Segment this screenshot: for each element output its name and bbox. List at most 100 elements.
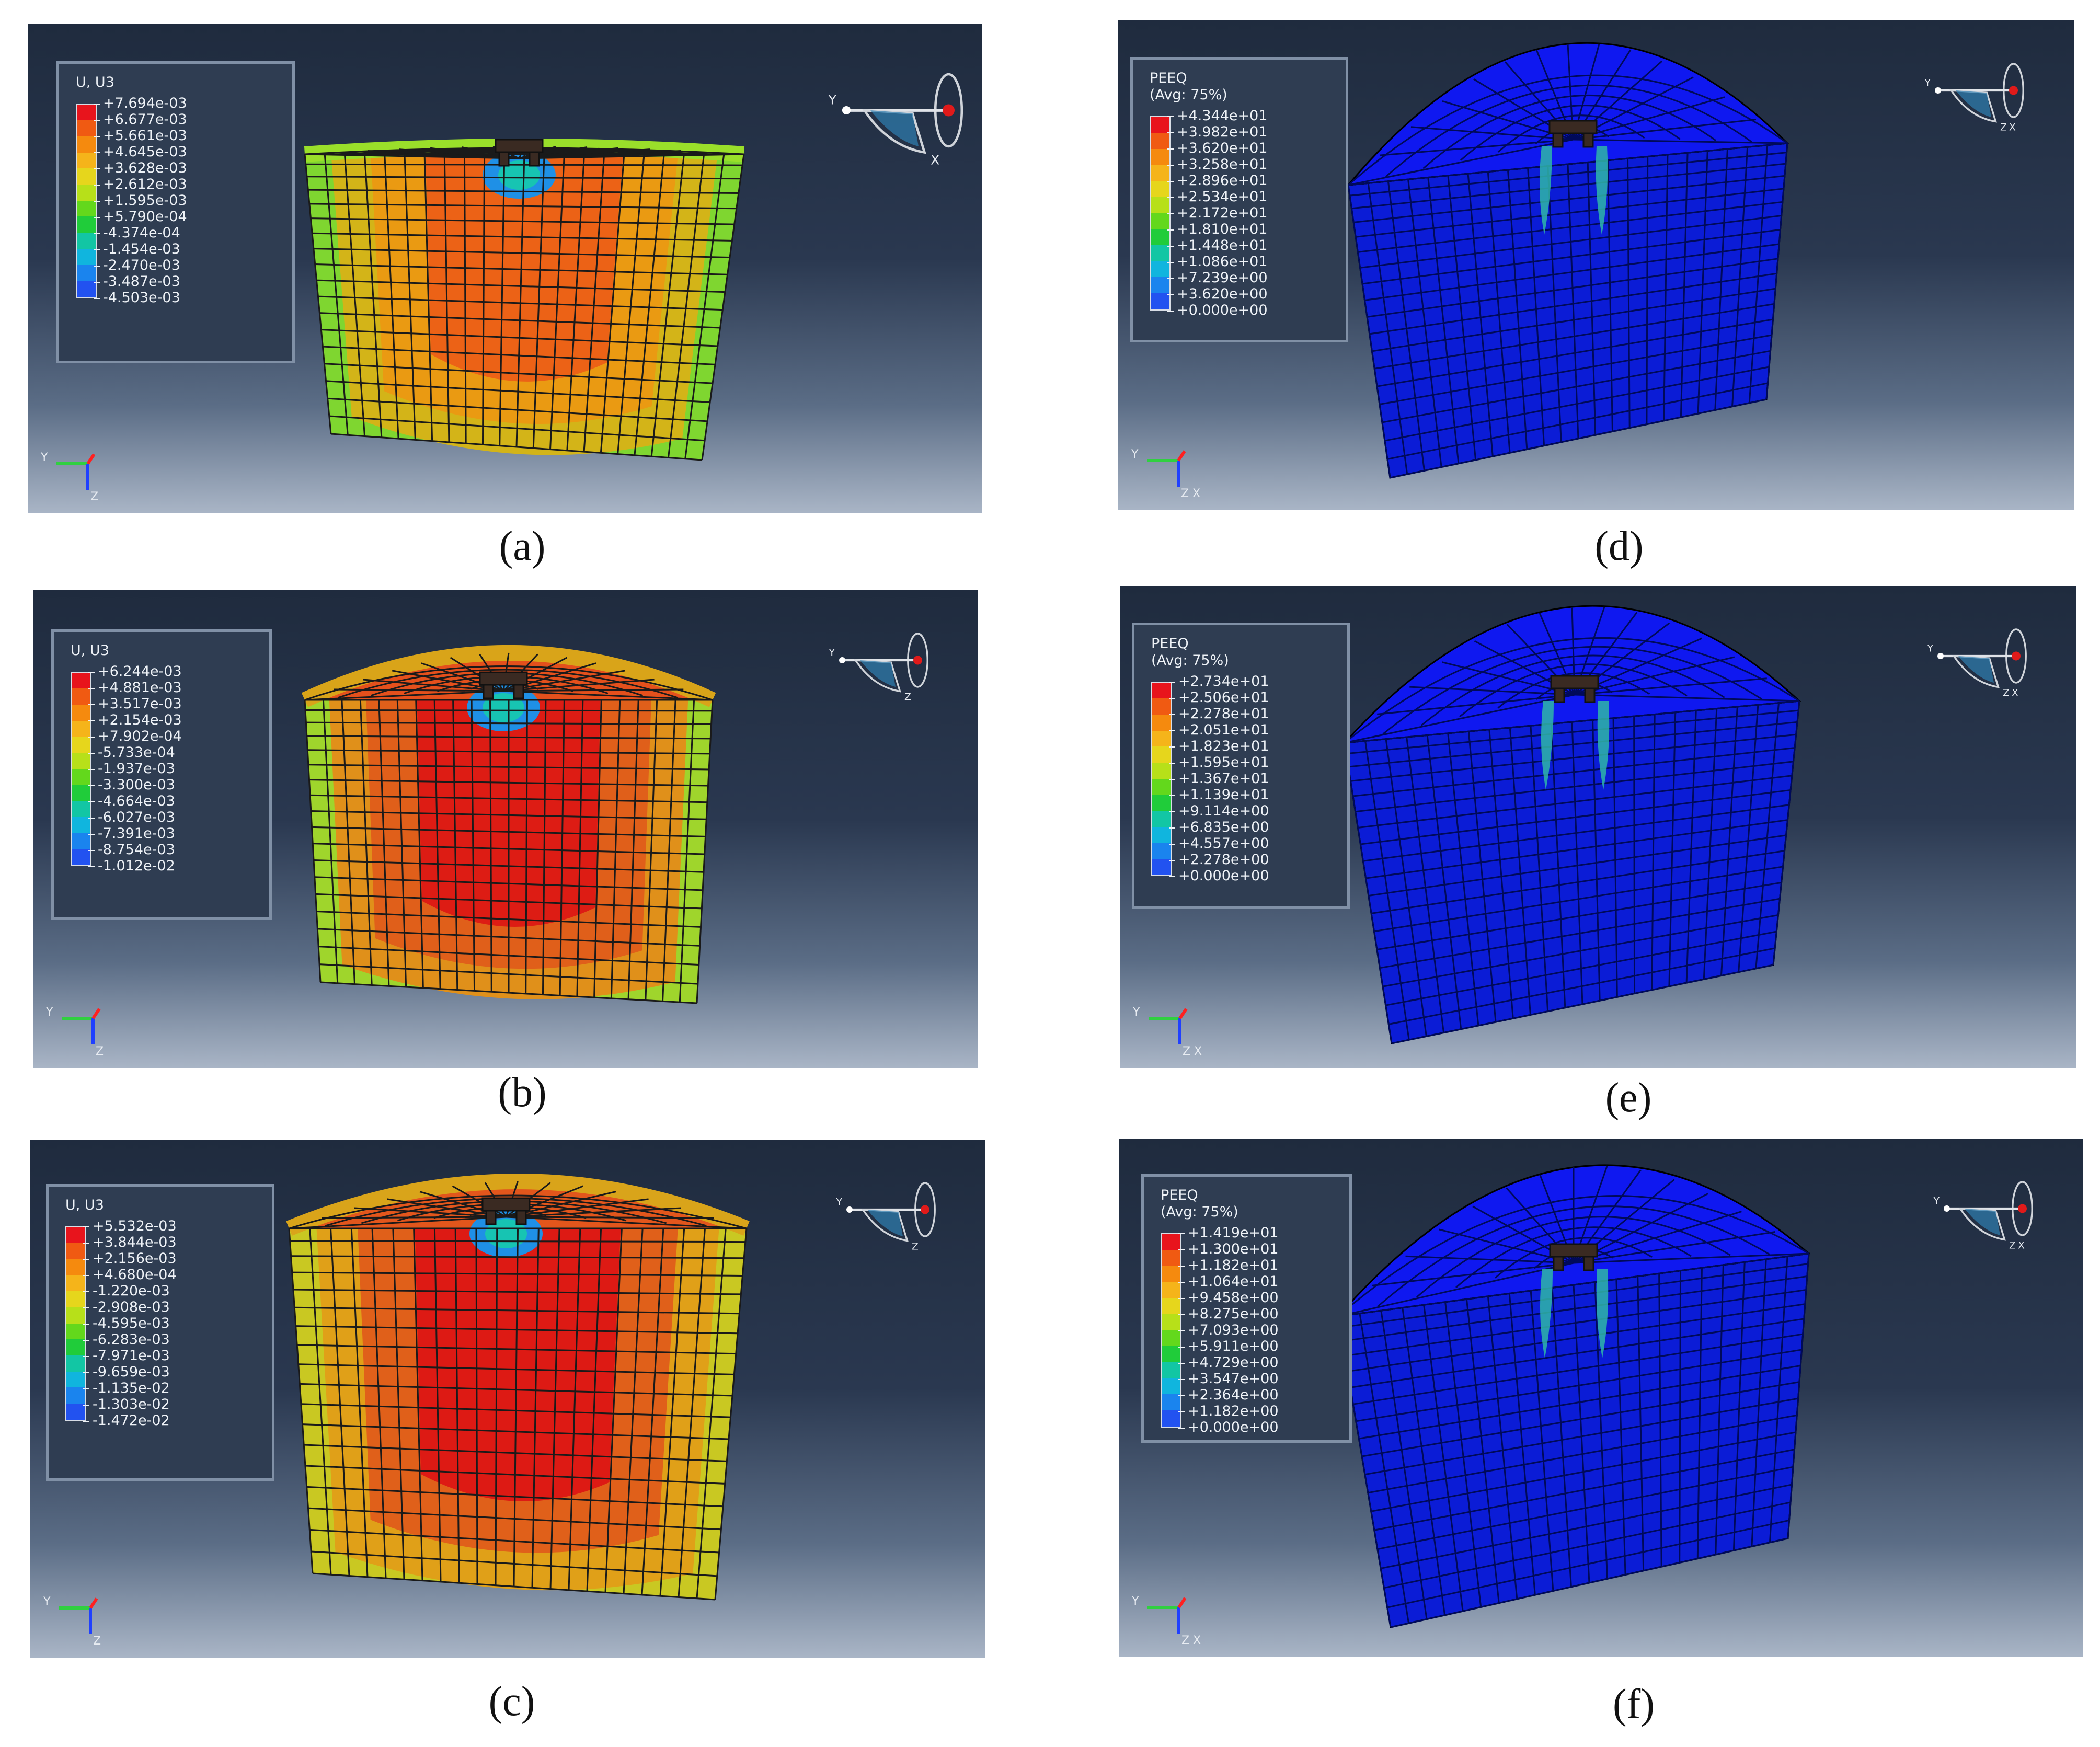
legend-swatch (1162, 1362, 1180, 1378)
plastic-zone (1596, 146, 1608, 235)
legend-swatch (72, 849, 90, 865)
triad-axis-label: Z (90, 490, 98, 503)
legend-swatch (72, 833, 90, 849)
legend-value: +1.086e+01 (1177, 254, 1334, 270)
triad-axis-label: Y (1924, 78, 1931, 89)
legend-swatch (1152, 682, 1171, 699)
view-triad: YZ (836, 1182, 936, 1252)
triad-axis-label: X (1194, 1045, 1202, 1058)
model-view: YZ XYZ X (1132, 605, 2027, 1058)
pile-cap (1550, 675, 1599, 703)
legend-swatch (1152, 730, 1171, 747)
legend-value: +1.595e+01 (1178, 754, 1336, 771)
legend-title: (Avg: 75%) (1161, 1204, 1238, 1220)
legend-swatch (1151, 133, 1169, 149)
legend: U, U3 +6.244e-03 +4.881e-03 +3.517e-03 +2.15… (51, 629, 272, 920)
legend-value: +7.239e+00 (1177, 270, 1334, 286)
legend-swatch (1162, 1282, 1180, 1298)
legend-swatch (77, 152, 96, 169)
legend-value: -6.283e-03 (93, 1331, 260, 1348)
mesh-lines (1337, 1165, 1810, 1628)
legend-title: U, U3 (65, 1197, 104, 1213)
legend-title: (Avg: 75%) (1151, 652, 1229, 669)
legend-value: +2.612e-03 (103, 176, 281, 192)
legend-value: +1.823e+01 (1178, 738, 1336, 754)
legend-swatch (66, 1387, 85, 1404)
triad-axis-label: Z (96, 1045, 104, 1058)
legend-values: +2.734e+01 +2.506e+01 +2.278e+01 +2.051e+01… (1178, 673, 1336, 884)
legend-value: +1.064e+01 (1188, 1273, 1338, 1290)
legend-swatch (77, 216, 96, 233)
legend-value: +3.620e+01 (1177, 140, 1334, 156)
legend-swatch (77, 248, 96, 265)
legend-value: +4.557e+00 (1178, 835, 1336, 852)
view-triad: YZ (829, 633, 928, 703)
settlement-zone (498, 160, 540, 190)
legend-value: +4.344e+01 (1177, 108, 1334, 124)
legend-swatch (77, 200, 96, 217)
pile-cap (1548, 120, 1598, 148)
legend-swatch (77, 104, 96, 121)
legend-value: +2.156e-03 (93, 1250, 260, 1267)
legend-value: +1.300e+01 (1188, 1241, 1338, 1257)
legend-swatch (1162, 1234, 1180, 1250)
legend-swatch (66, 1227, 85, 1244)
view-triad: YX (828, 73, 963, 168)
legend-swatch (1151, 213, 1169, 229)
mesh-lines (304, 652, 714, 1004)
legend-swatch (77, 265, 96, 281)
legend-swatch (66, 1339, 85, 1355)
legend-color-scale (1161, 1233, 1181, 1428)
pile-cap (481, 1197, 531, 1225)
legend-value: -6.027e-03 (98, 809, 258, 825)
legend: U, U3 +7.694e-03 +6.677e-03 +5.661e-03 +4.64… (56, 61, 295, 363)
legend-swatch (1151, 277, 1169, 294)
caption-f: (f) (1613, 1681, 1655, 1727)
legend-swatch (1151, 261, 1169, 278)
legend-value: -3.300e-03 (98, 777, 258, 793)
mesh-lines (1344, 606, 1800, 1044)
legend-value: -7.391e-03 (98, 825, 258, 842)
mesh-lines (304, 145, 745, 461)
legend-color-scale (71, 671, 91, 866)
legend-value: +2.172e+01 (1177, 205, 1334, 221)
pile-cap (1549, 1243, 1598, 1271)
legend-value: +3.517e-03 (98, 696, 258, 712)
legend: U, U3 +5.532e-03 +3.844e-03 +2.156e-03 +4.68… (46, 1184, 274, 1481)
model-view: YZ XYZ X (1131, 42, 2024, 500)
triad-axis-label: Y (1131, 448, 1139, 461)
legend-value: +8.275e+00 (1188, 1306, 1338, 1322)
legend-swatch (66, 1243, 85, 1259)
legend-value: -1.220e-03 (93, 1283, 260, 1299)
axis-triad: YZ (40, 451, 98, 503)
triad-axis-label: Z (1181, 1634, 1189, 1647)
soil-block (305, 154, 744, 460)
legend-title: (Avg: 75%) (1150, 87, 1227, 103)
legend-value: +9.114e+00 (1178, 803, 1336, 819)
view-triad: Y Z X (1924, 63, 2024, 133)
axis-triad: Y Z X (1132, 1006, 1202, 1058)
legend-swatch (72, 801, 90, 817)
legend-swatch (77, 136, 96, 153)
legend-swatch (66, 1355, 85, 1372)
legend-value: +1.595e-03 (103, 192, 281, 209)
legend-value: -8.754e-03 (98, 842, 258, 858)
legend-value: -2.470e-03 (103, 257, 281, 273)
legend-swatch (1162, 1298, 1180, 1314)
legend-value: +6.835e+00 (1178, 819, 1336, 835)
legend-swatch (1151, 197, 1169, 213)
plastic-zone (1596, 1269, 1609, 1358)
legend-value: -4.503e-03 (103, 290, 281, 306)
legend-swatch (77, 184, 96, 201)
legend-swatch (1152, 698, 1171, 715)
caption-a: (a) (499, 523, 546, 569)
axis-triad: YZ (43, 1595, 101, 1648)
legend-title: U, U3 (71, 642, 109, 659)
legend: PEEQ (Avg: 75%) +1.419e+01 +1.300e+01 +1.182… (1141, 1174, 1352, 1443)
caption-d: (d) (1594, 523, 1644, 569)
triad-axis-label: Y (43, 1595, 51, 1608)
legend-swatch (66, 1371, 85, 1388)
legend-value: -4.595e-03 (93, 1315, 260, 1331)
legend-swatch (72, 752, 90, 769)
